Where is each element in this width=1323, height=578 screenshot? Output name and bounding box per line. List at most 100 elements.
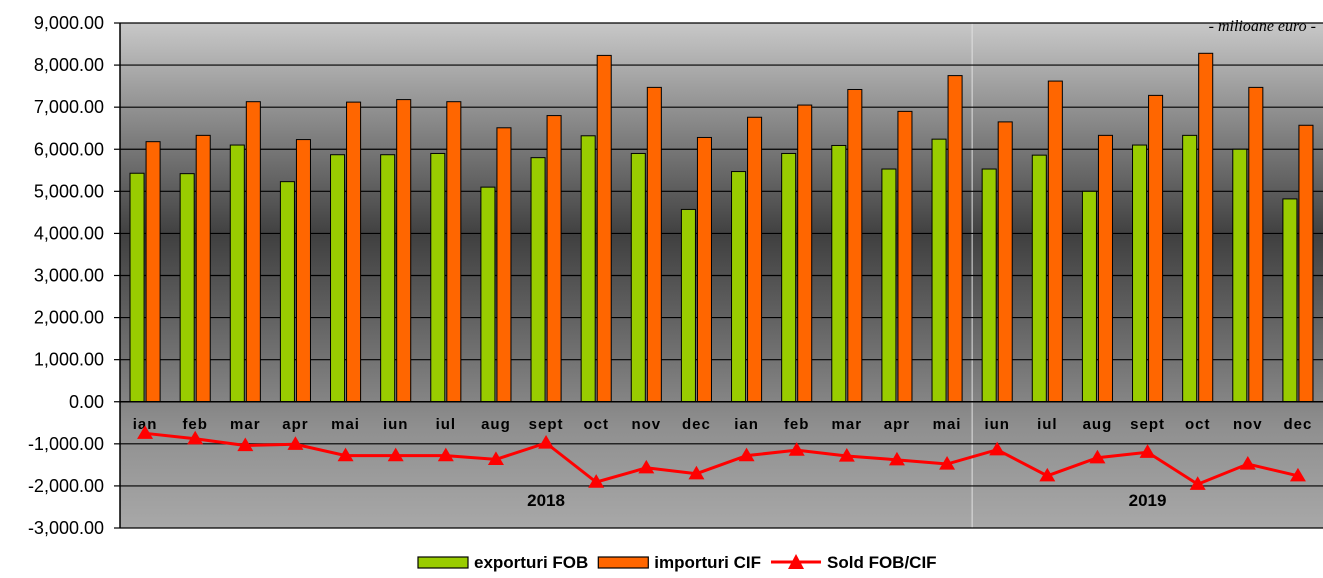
legend-label: importuri CIF [654, 553, 761, 572]
x-tick-label: apr [282, 416, 308, 433]
bar-export [179, 173, 195, 403]
x-tick-label: aug [481, 416, 511, 433]
bar-export [1282, 198, 1298, 403]
x-tick-label: iul [1037, 416, 1058, 433]
x-tick-label: feb [182, 416, 208, 433]
sold-point [387, 447, 404, 462]
legend-swatch-sold-marker [788, 554, 805, 569]
bar-import [195, 134, 211, 403]
bar-import [446, 101, 462, 403]
x-tick-label: iun [383, 416, 409, 433]
bar-import [1148, 94, 1164, 403]
sold-point [1239, 456, 1256, 470]
sold-point [437, 447, 454, 462]
y-tick-label: -3,000.00 [28, 518, 104, 538]
bar-export [480, 186, 496, 403]
year-label: 2018 [527, 491, 565, 510]
bar-export [580, 135, 596, 403]
x-tick-label: ian [734, 416, 759, 433]
bar-export [1031, 154, 1047, 403]
y-tick-label: 6,000.00 [34, 139, 104, 159]
y-tick-label: 5,000.00 [34, 181, 104, 201]
bar-export [881, 168, 897, 403]
bar-export [731, 171, 747, 403]
x-tick-label: mai [331, 416, 360, 433]
sold-point [688, 465, 705, 480]
bar-import [646, 86, 662, 403]
x-tick-label: mar [230, 416, 261, 433]
bar-import [1198, 52, 1214, 403]
bar-export [1182, 134, 1198, 403]
sold-point [287, 436, 304, 450]
bar-import [546, 115, 562, 403]
x-tick-labels: ian feb mar apr mai iun iul aug sept oct nov dec ian… [133, 416, 1313, 433]
axes [114, 22, 1323, 529]
bar-import [295, 139, 311, 403]
x-tick-label: iul [436, 416, 457, 433]
sold-point [1139, 444, 1156, 458]
bar-export [1132, 144, 1148, 403]
sold-point [538, 434, 555, 449]
y-tick-label: 4,000.00 [34, 223, 104, 243]
unit-note: - milioane euro - [1209, 18, 1316, 35]
y-tick-label: -2,000.00 [28, 476, 104, 496]
bar-export [781, 152, 797, 403]
sold-point [1039, 467, 1056, 482]
y-tick-label: -1,000.00 [28, 434, 104, 454]
x-tick-label: mar [832, 416, 863, 433]
bar-import [1298, 124, 1314, 403]
bar-export [1081, 190, 1097, 403]
bar-import [747, 116, 763, 403]
bar-import [997, 121, 1013, 403]
bar-export [129, 172, 145, 403]
bar-export [430, 152, 446, 403]
bar-import [346, 101, 362, 403]
x-tick-label: oct [1185, 416, 1211, 433]
sold-point [738, 447, 755, 462]
sold-line-group [137, 425, 1306, 490]
x-tick-label: sept [529, 416, 564, 433]
legend-label: exporturi FOB [474, 553, 588, 572]
legend-swatch-export [417, 556, 469, 569]
sold-point [337, 447, 354, 462]
legend-label: Sold FOB/CIF [827, 553, 937, 572]
bar-export [279, 181, 295, 403]
y-tick-label: 1,000.00 [34, 350, 104, 370]
bar-export [330, 154, 346, 403]
bar-export [931, 138, 947, 403]
bar-export [380, 154, 396, 403]
sold-point [1089, 449, 1106, 464]
bar-import [696, 136, 712, 403]
sold-point [237, 437, 254, 452]
year-labels: 2018 2019 [527, 491, 1166, 510]
x-tick-label: dec [1284, 416, 1313, 433]
bar-export [981, 168, 997, 403]
bar-import [396, 99, 412, 403]
bar-export [530, 157, 546, 403]
x-tick-label: nov [631, 416, 661, 433]
bar-import [245, 101, 261, 403]
bar-export [680, 208, 696, 403]
x-tick-label: dec [682, 416, 711, 433]
sold-point [838, 448, 855, 462]
bar-import [145, 141, 161, 403]
y-tick-label: 7,000.00 [34, 97, 104, 117]
bar-import [947, 75, 963, 403]
bar-import [847, 88, 863, 403]
bar-export [1232, 148, 1248, 403]
legend-swatch-import [597, 556, 649, 569]
x-tick-label: iun [984, 416, 1010, 433]
bar-import [1248, 86, 1264, 403]
x-tick-label: feb [784, 416, 810, 433]
sold-point [487, 451, 504, 466]
sold-line [144, 431, 1299, 486]
y-tick-label: 3,000.00 [34, 266, 104, 286]
sold-point [187, 430, 204, 445]
sold-point [989, 441, 1006, 456]
year-label: 2019 [1129, 491, 1167, 510]
bar-export [630, 152, 646, 403]
x-tick-label: aug [1083, 416, 1113, 433]
x-tick-label: sept [1130, 416, 1165, 433]
x-tick-label: mai [933, 416, 962, 433]
